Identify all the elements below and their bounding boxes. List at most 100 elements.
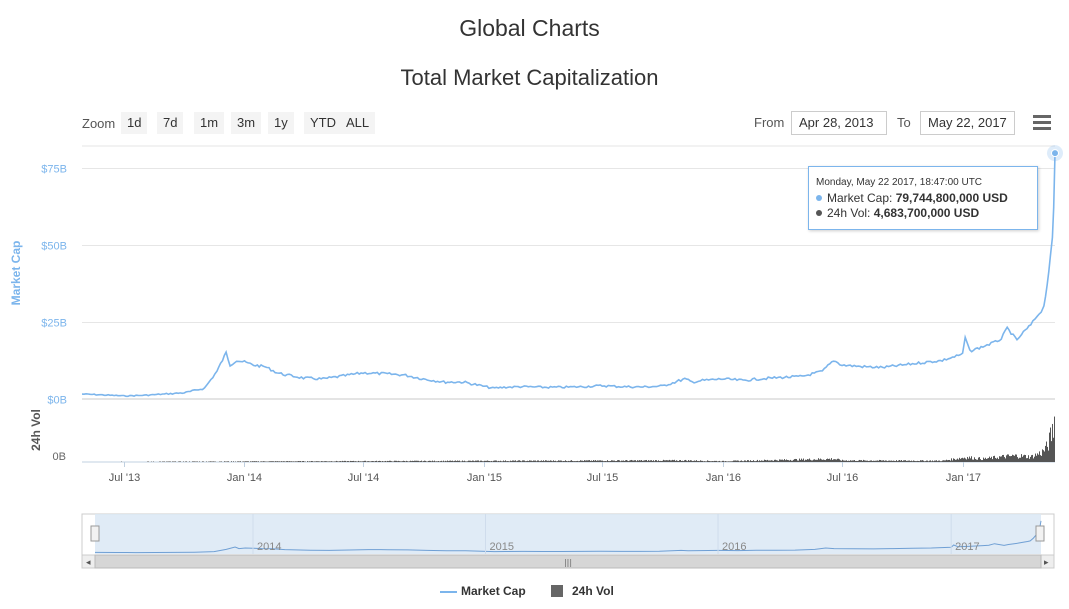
volume-bar bbox=[993, 456, 994, 462]
volume-bar bbox=[550, 460, 551, 462]
volume-bar bbox=[484, 460, 485, 462]
volume-bar bbox=[764, 459, 765, 462]
to-date-input[interactable]: May 22, 2017 bbox=[920, 111, 1015, 135]
zoom-button-1y[interactable]: 1y bbox=[268, 112, 294, 134]
volume-bar bbox=[882, 460, 883, 462]
volume-bar bbox=[452, 460, 453, 462]
volume-bar bbox=[538, 460, 539, 462]
scrollbar-thumb[interactable] bbox=[94, 554, 1042, 569]
volume-bar bbox=[629, 460, 630, 462]
volume-bar bbox=[470, 460, 471, 462]
volume-bar bbox=[821, 459, 822, 462]
volume-bar bbox=[862, 460, 863, 462]
volume-bar bbox=[403, 460, 404, 462]
volume-bar bbox=[605, 461, 606, 462]
volume-bar bbox=[356, 461, 357, 462]
volume-bar bbox=[413, 460, 414, 462]
volume-bar bbox=[332, 461, 333, 462]
volume-bar bbox=[723, 460, 724, 462]
volume-bar bbox=[761, 460, 762, 462]
volume-bar bbox=[343, 461, 344, 462]
volume-bar bbox=[692, 461, 693, 462]
volume-bar bbox=[153, 461, 154, 462]
volume-bar bbox=[323, 461, 324, 462]
volume-bar bbox=[258, 461, 259, 462]
volume-bar bbox=[742, 461, 743, 462]
volume-bar bbox=[536, 461, 537, 462]
volume-bar bbox=[486, 460, 487, 462]
volume-bar bbox=[950, 460, 951, 462]
from-date-input[interactable]: Apr 28, 2013 bbox=[791, 111, 887, 135]
volume-bar bbox=[782, 459, 783, 462]
volume-bar bbox=[381, 461, 382, 462]
volume-bar bbox=[794, 459, 795, 462]
scroll-left-icon[interactable]: ◂ bbox=[86, 558, 91, 568]
volume-bar bbox=[338, 461, 339, 462]
volume-bar bbox=[551, 460, 552, 462]
volume-bar bbox=[199, 461, 200, 462]
volume-bar bbox=[186, 461, 187, 462]
volume-bar bbox=[247, 461, 248, 462]
scroll-right-icon[interactable]: ▸ bbox=[1044, 558, 1049, 568]
volume-bar bbox=[299, 461, 300, 462]
volume-bar bbox=[488, 460, 489, 462]
volume-bar bbox=[345, 460, 346, 462]
volume-bar bbox=[726, 461, 727, 462]
volume-bar bbox=[169, 461, 170, 462]
volume-bar bbox=[346, 461, 347, 462]
volume-bar bbox=[505, 460, 506, 462]
volume-bar bbox=[738, 460, 739, 462]
volume-bar bbox=[1029, 458, 1030, 462]
volume-bar bbox=[632, 460, 633, 462]
volume-bar bbox=[500, 460, 501, 462]
volume-bar bbox=[262, 461, 263, 462]
volume-bar bbox=[206, 461, 207, 462]
volume-bar bbox=[1009, 456, 1010, 462]
volume-bar bbox=[799, 458, 800, 462]
x-tick-label: Jan '15 bbox=[467, 472, 502, 484]
zoom-button-1d[interactable]: 1d bbox=[121, 112, 148, 134]
volume-bar bbox=[253, 461, 254, 462]
volume-bar bbox=[853, 460, 854, 462]
volume-bar bbox=[239, 461, 240, 462]
volume-bar bbox=[590, 460, 591, 462]
volume-bar bbox=[596, 460, 597, 462]
volume-bar bbox=[255, 461, 256, 462]
volume-bar bbox=[744, 460, 745, 462]
volume-bar bbox=[729, 461, 730, 462]
volume-bar bbox=[780, 459, 781, 462]
navigator-left-handle[interactable] bbox=[90, 525, 100, 542]
volume-bar bbox=[798, 460, 799, 462]
zoom-button-ytd[interactable]: YTD bbox=[304, 112, 342, 134]
volume-bar bbox=[618, 460, 619, 462]
volume-bar bbox=[245, 461, 246, 462]
volume-bar bbox=[634, 460, 635, 462]
volume-bar bbox=[348, 461, 349, 462]
zoom-button-1m[interactable]: 1m bbox=[194, 112, 225, 134]
volume-bar bbox=[408, 461, 409, 462]
volume-bar bbox=[676, 460, 677, 462]
volume-bar bbox=[805, 459, 806, 462]
chart-menu-icon[interactable] bbox=[1033, 115, 1051, 131]
navigator-year-labels: 2014 2015 2016 2017 bbox=[252, 514, 980, 554]
volume-bar bbox=[436, 461, 437, 462]
volume-bar bbox=[813, 459, 814, 462]
legend-item-market-cap[interactable]: Market Cap bbox=[461, 584, 526, 598]
zoom-button-7d[interactable]: 7d bbox=[157, 112, 184, 134]
navigator-right-handle[interactable] bbox=[1035, 525, 1045, 542]
volume-bar bbox=[876, 460, 877, 462]
volume-bar bbox=[763, 460, 764, 462]
zoom-button-3m[interactable]: 3m bbox=[231, 112, 262, 134]
volume-bar bbox=[748, 460, 749, 462]
volume-bar bbox=[850, 460, 851, 462]
volume-bar bbox=[638, 460, 639, 462]
zoom-button-all[interactable]: ALL bbox=[340, 112, 376, 134]
volume-bar bbox=[733, 460, 734, 462]
volume-bar bbox=[906, 460, 907, 462]
volume-bar bbox=[544, 461, 545, 462]
volume-bar bbox=[802, 459, 803, 462]
legend-item-24h-vol[interactable]: 24h Vol bbox=[572, 584, 614, 598]
volume-bar bbox=[977, 459, 978, 462]
volume-bar bbox=[622, 460, 623, 462]
volume-bar bbox=[465, 461, 466, 462]
